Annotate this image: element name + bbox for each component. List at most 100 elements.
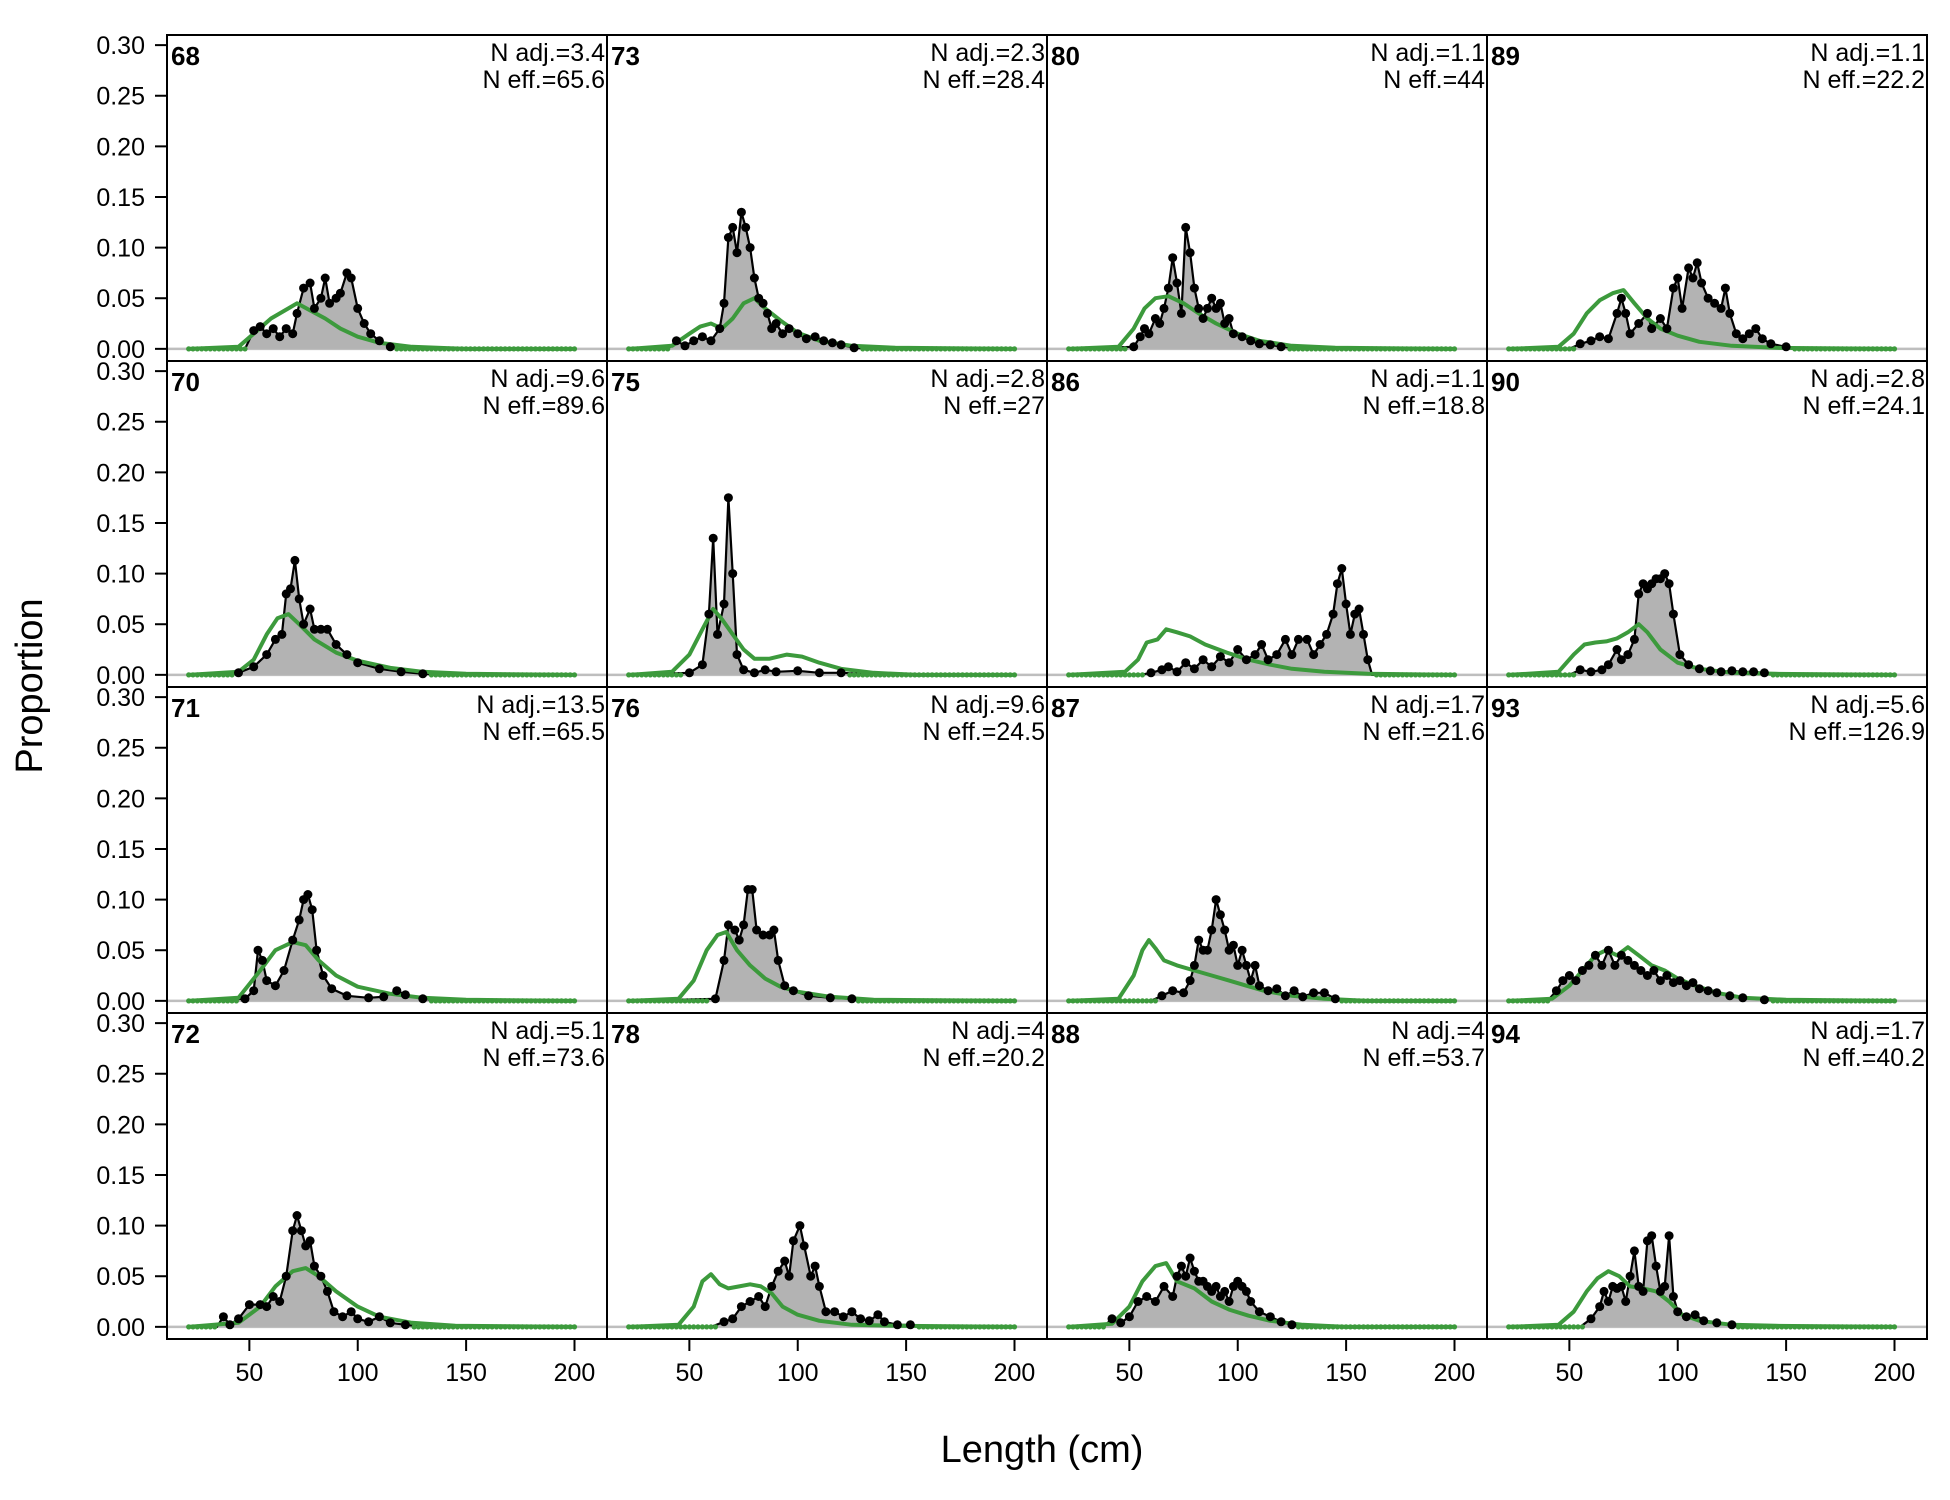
zero-point [489, 998, 495, 1004]
zero-point [528, 1324, 534, 1330]
n-adj-label: N adj.=3.4 [490, 39, 605, 67]
zero-point [550, 1324, 556, 1330]
zero-point [985, 672, 992, 678]
zero-point [1451, 672, 1458, 678]
n-adj-label: N adj.=9.6 [930, 691, 1045, 719]
observed-point [1699, 1316, 1709, 1326]
zero-point [571, 672, 578, 678]
zero-point [1852, 672, 1859, 678]
zero-point [532, 672, 539, 678]
zero-point [977, 998, 983, 1004]
observed-point [262, 650, 272, 660]
observed-point [1189, 1266, 1199, 1276]
zero-point [881, 346, 888, 352]
zero-point [1417, 346, 1423, 352]
observed-point [318, 971, 328, 980]
observed-point [286, 584, 295, 594]
observed-point [1551, 986, 1561, 996]
zero-point [571, 1324, 578, 1330]
zero-point [647, 998, 653, 1004]
zero-point [1412, 346, 1419, 352]
zero-point [446, 998, 452, 1004]
zero-point [537, 1324, 543, 1330]
zero-point [515, 1324, 521, 1330]
observed-point [288, 1226, 298, 1236]
zero-point [977, 1324, 983, 1330]
zero-point [916, 1324, 922, 1330]
zero-point [528, 346, 534, 352]
zero-point [1818, 672, 1824, 678]
x-tick-label: 100 [1217, 1359, 1259, 1387]
zero-point [558, 672, 565, 678]
zero-point [545, 672, 552, 678]
zero-point [212, 998, 218, 1004]
zero-point [981, 998, 987, 1004]
zero-point [433, 672, 439, 678]
zero-point [1766, 1324, 1772, 1330]
zero-point [1506, 346, 1512, 352]
zero-point [502, 1324, 508, 1330]
zero-point [1835, 672, 1841, 678]
zero-point [1295, 1324, 1301, 1330]
zero-point [630, 672, 636, 678]
zero-point [868, 672, 875, 678]
zero-point [1796, 998, 1802, 1004]
observed-point [249, 326, 259, 336]
observed-point [288, 935, 298, 945]
zero-point [1813, 1324, 1820, 1330]
zero-point [1438, 346, 1445, 352]
observed-point [827, 338, 837, 348]
zero-point [1118, 998, 1124, 1004]
zero-point [1861, 1324, 1867, 1330]
observed-line [188, 560, 575, 677]
zero-point [1295, 346, 1301, 352]
zero-point [1891, 672, 1898, 678]
y-tick-label: 0.15 [96, 836, 145, 864]
zero-point [1434, 672, 1440, 678]
y-tick-label: 0.25 [96, 1061, 145, 1089]
observed-point [257, 955, 267, 965]
zero-point [524, 1324, 530, 1330]
zero-point [1800, 1324, 1807, 1330]
zero-point [537, 672, 543, 678]
observed-point [331, 640, 341, 649]
zero-point [855, 998, 862, 1004]
n-adj-label: N adj.=1.1 [1810, 39, 1925, 67]
observed-point [1673, 273, 1683, 283]
n-eff-label: N eff.=40.2 [1802, 1044, 1925, 1072]
zero-point [428, 672, 434, 678]
observed-point [1655, 976, 1665, 986]
observed-point [392, 986, 402, 996]
zero-point [1308, 1324, 1314, 1330]
observed-point [1727, 666, 1737, 676]
zero-point [873, 346, 879, 352]
zero-point [1113, 346, 1119, 352]
zero-point [519, 998, 526, 1004]
observed-point [1660, 569, 1670, 579]
y-tick-label: 0.00 [96, 988, 145, 1016]
zero-point [1883, 998, 1889, 1004]
expected-line [628, 607, 1015, 677]
zero-point [1118, 346, 1124, 352]
observed-point [329, 1307, 339, 1317]
y-tick-label: 0.05 [96, 285, 145, 313]
zero-point [946, 1324, 953, 1330]
observed-point [1744, 329, 1754, 339]
zero-point [1074, 998, 1080, 1004]
n-adj-label: N adj.=5.1 [490, 1017, 605, 1045]
zero-point [938, 346, 944, 352]
observed-point [418, 669, 428, 679]
zero-point [502, 672, 508, 678]
zero-point [1744, 1324, 1750, 1330]
zero-point [476, 998, 482, 1004]
expected-line [188, 940, 575, 1003]
zero-point [1360, 998, 1367, 1004]
zero-point [1874, 346, 1880, 352]
observed-point [307, 905, 317, 915]
zero-point [1883, 346, 1889, 352]
zero-point [981, 346, 987, 352]
zero-point [567, 1324, 573, 1330]
zero-point [1070, 998, 1076, 1004]
zero-point [1421, 672, 1427, 678]
